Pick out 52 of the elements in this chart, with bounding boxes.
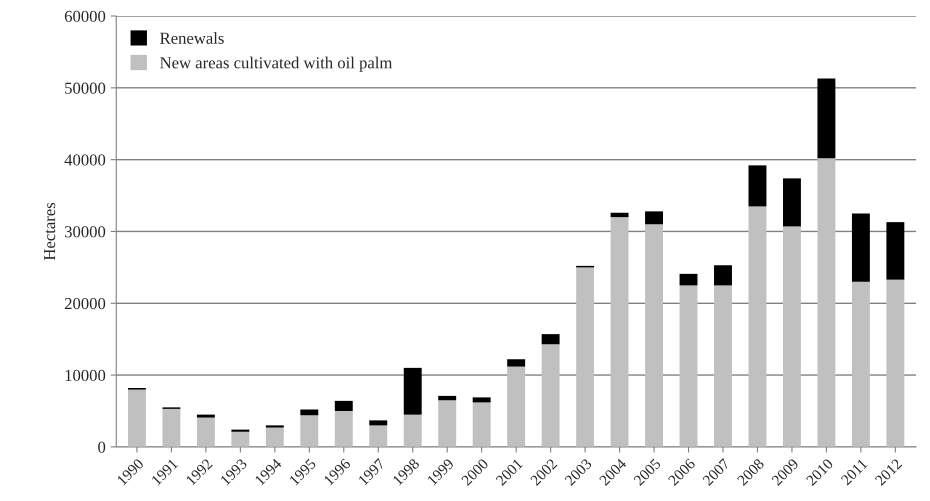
bar	[576, 267, 594, 447]
y-tick-label: 50000	[65, 82, 106, 94]
bar	[404, 414, 422, 447]
bar	[507, 366, 526, 447]
bar	[748, 206, 766, 447]
bar	[645, 211, 664, 224]
y-tick-label: 40000	[64, 154, 106, 166]
bar	[438, 396, 456, 400]
bar	[782, 226, 801, 447]
bar	[300, 410, 318, 416]
bar	[748, 165, 766, 206]
legend-label: New areas cultivated with oil palm	[160, 56, 392, 72]
bar	[817, 78, 836, 158]
bar	[852, 214, 870, 282]
y-tick-label: 60000	[64, 10, 106, 22]
y-tick-label: 0	[98, 442, 106, 453]
bar	[714, 265, 732, 286]
bar	[886, 222, 904, 280]
bar	[507, 359, 526, 366]
y-tick-label: 20000	[64, 298, 106, 310]
legend-label: Renewals	[160, 32, 224, 44]
bar	[645, 224, 664, 447]
bar	[369, 425, 388, 447]
bar	[542, 344, 560, 447]
bar	[196, 414, 215, 418]
bar	[680, 285, 698, 447]
bar	[472, 402, 491, 447]
bar	[852, 282, 870, 447]
bar	[404, 368, 422, 415]
y-tick-label: 30000	[64, 226, 106, 238]
bar	[610, 212, 629, 218]
bar	[782, 178, 801, 226]
bar	[886, 280, 904, 447]
bar	[196, 417, 215, 447]
bar	[128, 389, 146, 447]
bar	[231, 432, 250, 447]
bar	[266, 425, 284, 428]
bar	[162, 408, 180, 447]
bar	[438, 400, 456, 447]
bar	[369, 420, 388, 426]
bar	[817, 158, 836, 447]
bar	[542, 334, 560, 344]
bar	[266, 428, 284, 447]
y-axis-title: Hectares	[44, 202, 56, 260]
bar	[472, 397, 491, 402]
bar	[714, 285, 732, 447]
bar	[610, 217, 629, 447]
bar	[680, 274, 698, 286]
y-tick-label: 10000	[66, 370, 106, 382]
bar	[300, 415, 318, 447]
bar	[334, 410, 353, 447]
bar	[334, 400, 353, 411]
